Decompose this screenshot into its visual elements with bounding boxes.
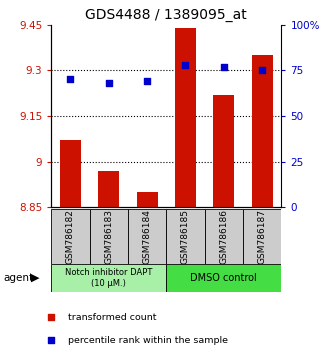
Text: GSM786182: GSM786182 bbox=[66, 209, 75, 264]
Text: agent: agent bbox=[3, 273, 33, 283]
Point bbox=[260, 68, 265, 73]
Bar bbox=[166, 264, 281, 292]
Point bbox=[255, 23, 260, 29]
Bar bbox=[51, 264, 166, 292]
Bar bbox=[213, 95, 234, 207]
Text: Notch inhibitor DAPT
(10 μM.): Notch inhibitor DAPT (10 μM.) bbox=[65, 268, 153, 287]
Point bbox=[221, 64, 226, 69]
Bar bbox=[128, 209, 166, 264]
Bar bbox=[98, 171, 119, 207]
Text: GSM786187: GSM786187 bbox=[258, 209, 267, 264]
Text: percentile rank within the sample: percentile rank within the sample bbox=[68, 336, 228, 345]
Bar bbox=[175, 28, 196, 207]
Text: ▶: ▶ bbox=[30, 273, 39, 283]
Bar bbox=[90, 209, 128, 264]
Title: GDS4488 / 1389095_at: GDS4488 / 1389095_at bbox=[85, 8, 247, 22]
Bar bbox=[51, 209, 90, 264]
Point bbox=[145, 79, 150, 84]
Bar bbox=[205, 209, 243, 264]
Text: GSM786186: GSM786186 bbox=[219, 209, 228, 264]
Text: GSM786183: GSM786183 bbox=[104, 209, 113, 264]
Text: transformed count: transformed count bbox=[68, 313, 157, 322]
Bar bbox=[252, 55, 273, 207]
Point bbox=[255, 233, 260, 238]
Point bbox=[183, 62, 188, 68]
Bar bbox=[60, 140, 81, 207]
Point bbox=[68, 77, 73, 82]
Text: DMSO control: DMSO control bbox=[190, 273, 257, 283]
Bar bbox=[166, 209, 205, 264]
Text: GSM786184: GSM786184 bbox=[143, 209, 152, 264]
Text: GSM786185: GSM786185 bbox=[181, 209, 190, 264]
Bar bbox=[243, 209, 281, 264]
Bar bbox=[137, 192, 158, 207]
Point bbox=[106, 80, 112, 86]
